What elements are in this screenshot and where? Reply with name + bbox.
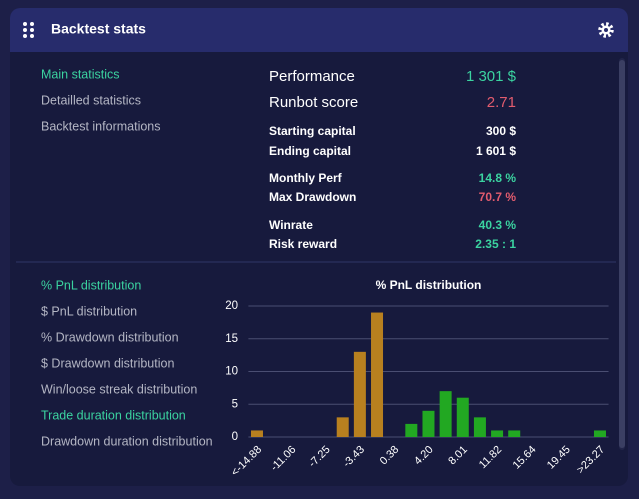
y-tick-label: 20 — [225, 300, 238, 312]
header-title: Backtest stats — [51, 21, 146, 37]
bar — [491, 430, 504, 437]
menu-item[interactable]: Trade duration distribution — [41, 408, 186, 422]
settings-icon[interactable] — [598, 22, 614, 38]
card-header — [10, 8, 628, 52]
stat-label: Runbot score — [269, 94, 358, 111]
stat-label: Winrate — [269, 218, 313, 232]
y-tick-label: 5 — [232, 398, 238, 410]
bar — [371, 312, 384, 437]
scrollbar-thumb[interactable] — [619, 60, 625, 448]
stat-label: Performance — [269, 68, 355, 85]
menu-item[interactable]: Drawdown duration distribution — [41, 434, 213, 448]
stat-value: 70.7 % — [479, 190, 517, 204]
bar — [353, 351, 366, 437]
bar — [405, 423, 418, 437]
bar — [439, 391, 452, 437]
menu-item[interactable]: % PnL distribution — [41, 278, 141, 292]
stat-value: 40.3 % — [479, 218, 517, 232]
stat-label: Monthly Perf — [269, 171, 343, 185]
stat-label: Max Drawdown — [269, 190, 356, 204]
stat-value: 300 $ — [486, 124, 516, 138]
chart-title: % PnL distribution — [376, 278, 482, 292]
bar — [473, 417, 486, 437]
bar — [456, 397, 469, 437]
menu-item[interactable]: Backtest informations — [41, 119, 161, 133]
stat-label: Ending capital — [269, 144, 351, 158]
bar — [422, 410, 435, 437]
card — [10, 8, 628, 486]
menu-item[interactable]: $ Drawdown distribution — [41, 356, 174, 370]
stat-label: Starting capital — [269, 124, 356, 138]
drag-handle[interactable] — [23, 22, 34, 38]
stat-label: Risk reward — [269, 237, 337, 251]
bar — [508, 430, 521, 437]
y-tick-label: 15 — [225, 333, 238, 345]
menu-item[interactable]: Detailled statistics — [41, 93, 141, 107]
bar — [250, 430, 263, 437]
bar — [593, 430, 606, 437]
stat-value: 2.71 — [487, 94, 516, 111]
stat-value: 1 301 $ — [466, 68, 517, 85]
stat-value: 2.35 : 1 — [475, 237, 516, 251]
y-tick-label: 10 — [225, 366, 238, 378]
menu-item[interactable]: Main statistics — [41, 67, 120, 81]
stat-value: 1 601 $ — [476, 144, 516, 158]
menu-item[interactable]: $ PnL distribution — [41, 304, 137, 318]
y-tick-label: 0 — [232, 431, 238, 443]
menu-item[interactable]: % Drawdown distribution — [41, 330, 179, 344]
bar — [336, 417, 349, 437]
menu-item[interactable]: Win/loose streak distribution — [41, 382, 197, 396]
stat-value: 14.8 % — [479, 171, 517, 185]
